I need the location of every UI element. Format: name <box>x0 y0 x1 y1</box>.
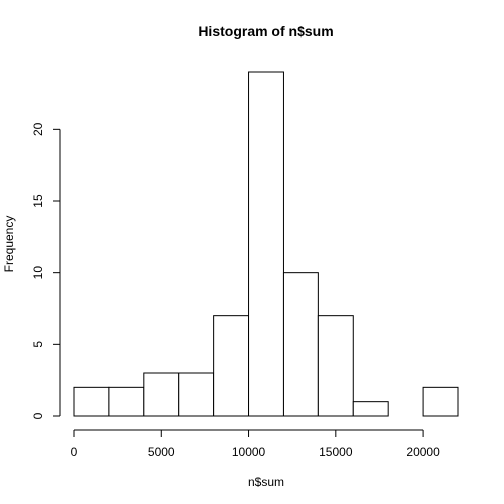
histogram-bar-2 <box>143 372 180 417</box>
x-tick-label-2: 10000 <box>232 445 266 459</box>
histogram-bar-1 <box>108 386 145 417</box>
histogram-bar-5 <box>248 71 284 417</box>
histogram-bar-10 <box>422 386 459 417</box>
y-tick-label-4: 20 <box>31 122 45 136</box>
histogram-bar-8 <box>352 401 389 417</box>
histogram-bar-6 <box>282 272 319 417</box>
histogram-bar-3 <box>178 372 215 417</box>
y-tick-label-2: 10 <box>31 266 45 280</box>
x-tick-label-3: 15000 <box>319 445 353 459</box>
histogram-bar-7 <box>317 315 354 417</box>
chart-title: Histogram of n$sum <box>198 23 333 39</box>
x-axis: 0 5000 10000 15000 20000 <box>71 429 440 459</box>
x-tick-label-1: 5000 <box>148 445 175 459</box>
x-axis-label: n$sum <box>248 475 284 489</box>
y-axis: 0 5 10 15 20 <box>31 122 61 419</box>
histogram-bar-0 <box>73 386 110 417</box>
y-axis-label: Frequency <box>2 216 16 273</box>
y-tick-label-0: 0 <box>31 412 45 419</box>
x-tick-label-0: 0 <box>71 445 78 459</box>
y-tick-label-1: 5 <box>31 341 45 348</box>
y-tick-label-3: 15 <box>31 194 45 208</box>
bars-group <box>73 71 459 417</box>
x-tick-label-4: 20000 <box>406 445 440 459</box>
histogram-bar-4 <box>213 315 250 417</box>
